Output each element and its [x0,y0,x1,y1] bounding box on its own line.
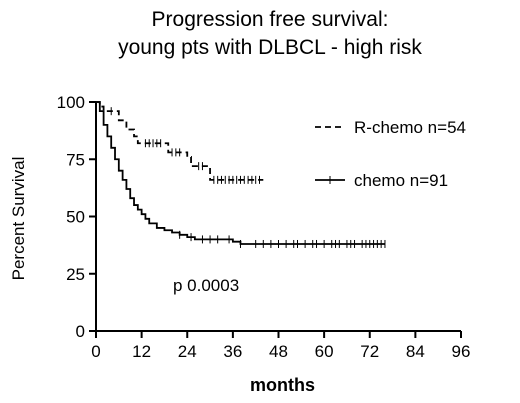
y-tick-label: 50 [66,208,85,227]
x-tick-label: 0 [91,342,100,361]
y-tick-label: 100 [57,93,85,112]
x-tick-label: 84 [406,342,425,361]
x-tick-label: 60 [315,342,334,361]
x-axis-title: months [250,375,315,395]
legend-label: chemo n=91 [354,171,448,190]
x-tick-label: 36 [223,342,242,361]
series-line-chemo [96,101,385,245]
chart-title: Progression free survival: [151,8,389,31]
y-tick-label: 0 [76,322,85,341]
y-axis-title: Percent Survival [9,157,28,281]
y-tick-label: 75 [66,150,85,169]
legend-label: R-chemo n=54 [354,118,466,137]
p-value-annotation: p 0.0003 [173,276,239,295]
x-tick-label: 96 [452,342,471,361]
x-tick-label: 24 [178,342,197,361]
chart-subtitle: young pts with DLBCL - high risk [118,36,422,59]
y-tick-label: 25 [66,265,85,284]
x-tick-label: 12 [132,342,151,361]
x-tick-label: 48 [269,342,288,361]
series-line-r-chemo [96,101,264,181]
x-tick-label: 72 [360,342,379,361]
